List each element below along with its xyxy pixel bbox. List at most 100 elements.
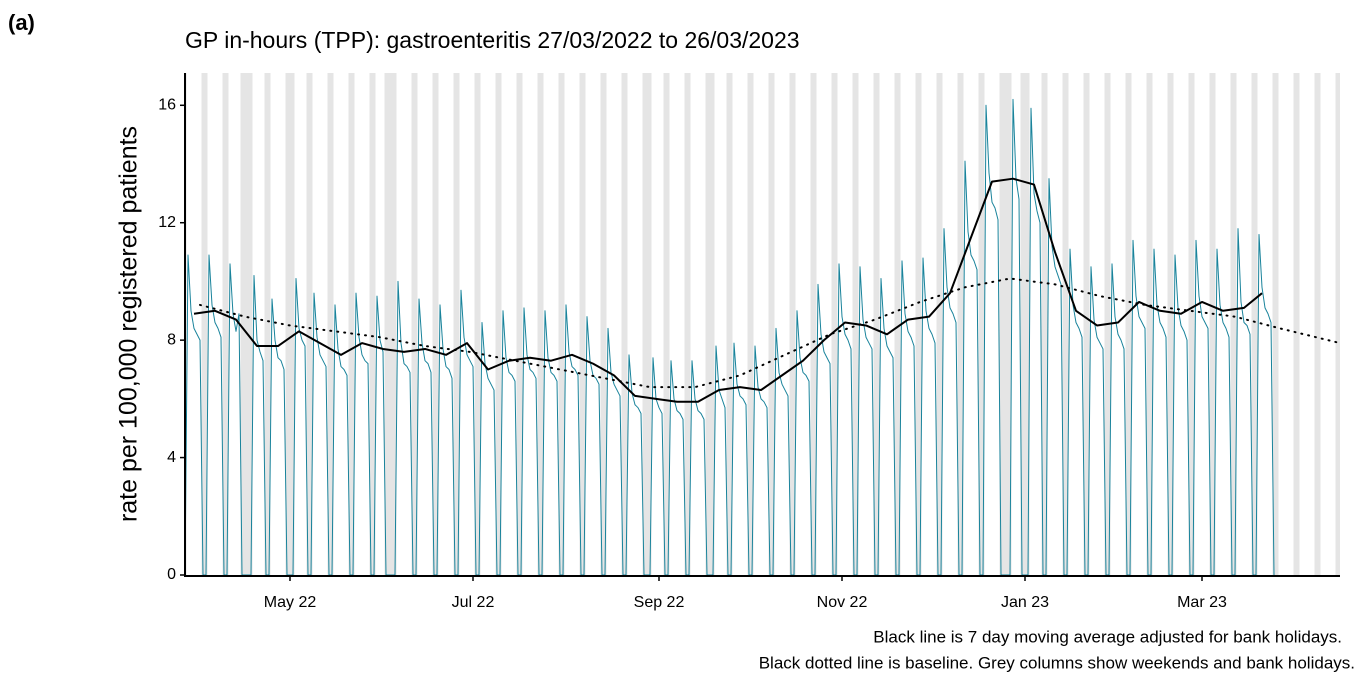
shaded-day	[1083, 73, 1087, 575]
footnote: Black line is 7 day moving average adjus…	[873, 627, 1342, 646]
shaded-day	[1230, 73, 1234, 575]
shaded-day	[726, 73, 730, 575]
shaded-day	[831, 73, 835, 575]
shaded-day	[1233, 73, 1237, 575]
shaded-day	[705, 73, 709, 575]
shaded-day	[1170, 73, 1174, 575]
shaded-day	[1005, 73, 1009, 575]
shaded-day	[1254, 73, 1258, 575]
shaded-day	[348, 73, 352, 575]
shaded-day	[204, 73, 208, 575]
shaded-day	[201, 73, 205, 575]
shaded-day	[240, 73, 244, 575]
shaded-day	[1296, 73, 1300, 575]
shaded-day	[936, 73, 940, 575]
shaded-day	[768, 73, 772, 575]
shaded-day	[516, 73, 520, 575]
shaded-day	[327, 73, 331, 575]
shaded-day	[285, 73, 289, 575]
shaded-day	[642, 73, 646, 575]
shaded-day	[369, 73, 373, 575]
shaded-day	[1008, 73, 1012, 575]
shaded-day	[1044, 73, 1048, 575]
marks-layer	[184, 98, 1341, 576]
shaded-day	[351, 73, 355, 575]
shaded-day	[264, 73, 268, 575]
shaded-day	[387, 73, 391, 575]
y-tick-label: 12	[158, 214, 176, 231]
shaded-day	[1062, 73, 1066, 575]
shaded-day	[876, 73, 880, 575]
shaded-day	[243, 73, 247, 575]
footnote: Black dotted line is baseline. Grey colu…	[759, 653, 1355, 672]
shaded-day	[684, 73, 688, 575]
shaded-day	[1041, 73, 1045, 575]
shaded-day	[309, 73, 313, 575]
series-line	[193, 177, 1263, 403]
shaded-day	[384, 73, 388, 575]
shaded-day	[372, 73, 376, 575]
shaded-day	[1020, 73, 1024, 575]
x-tick-label: Sep 22	[634, 594, 685, 611]
shaded-day	[456, 73, 460, 575]
x-tick-label: Jan 23	[1001, 594, 1049, 611]
shaded-day	[771, 73, 775, 575]
shaded-day	[1086, 73, 1090, 575]
shaded-day	[834, 73, 838, 575]
shaded-day	[306, 73, 310, 575]
shaded-day	[1272, 73, 1276, 575]
shaded-day	[648, 73, 652, 575]
shaded-day	[540, 73, 544, 575]
shaded-day	[393, 73, 397, 575]
shaded-day	[1314, 73, 1318, 575]
x-tick-label: Mar 23	[1177, 594, 1227, 611]
shaded-day	[1026, 73, 1030, 575]
shaded-day	[747, 73, 751, 575]
shaded-day	[1275, 73, 1279, 575]
shaded-day	[414, 73, 418, 575]
shading-layer	[185, 73, 1340, 575]
shaded-day	[1023, 73, 1027, 575]
shaded-day	[1167, 73, 1171, 575]
y-tick-label: 4	[167, 449, 176, 466]
shaded-day	[1149, 73, 1153, 575]
shaded-day	[495, 73, 499, 575]
shaded-day	[600, 73, 604, 575]
shaded-day	[711, 73, 715, 575]
shaded-day	[645, 73, 649, 575]
x-tick-label: Jul 22	[452, 594, 495, 611]
shaded-day	[519, 73, 523, 575]
shaded-day	[897, 73, 901, 575]
shaded-day	[894, 73, 898, 575]
shaded-day	[330, 73, 334, 575]
panel-label: (a)	[8, 10, 35, 35]
shaded-day	[999, 73, 1003, 575]
shaded-day	[390, 73, 394, 575]
shaded-day	[498, 73, 502, 575]
shaded-day	[957, 73, 961, 575]
shaded-day	[663, 73, 667, 575]
shaded-day	[873, 73, 877, 575]
shaded-day	[1317, 73, 1321, 575]
shaded-day	[1065, 73, 1069, 575]
shaded-day	[249, 73, 253, 575]
shaded-day	[624, 73, 628, 575]
shaded-day	[1146, 73, 1150, 575]
shaded-day	[789, 73, 793, 575]
series-line	[199, 277, 1341, 389]
shaded-day	[1335, 73, 1339, 575]
shaded-day	[981, 73, 985, 575]
shaded-day	[225, 73, 229, 575]
y-tick-label: 8	[167, 331, 176, 348]
shaded-day	[708, 73, 712, 575]
shaded-day	[579, 73, 583, 575]
x-tick-label: Nov 22	[817, 594, 868, 611]
shaded-day	[1293, 73, 1297, 575]
shaded-day	[621, 73, 625, 575]
shaded-day	[1128, 73, 1132, 575]
shaded-day	[729, 73, 733, 575]
shaded-day	[918, 73, 922, 575]
shaded-day	[1338, 73, 1340, 575]
shaded-day	[537, 73, 541, 575]
